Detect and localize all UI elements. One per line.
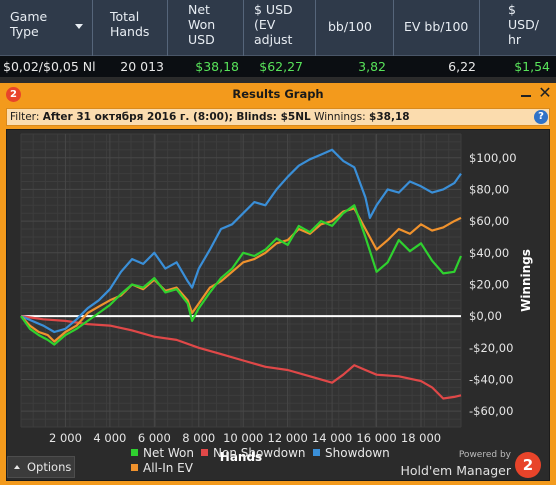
column-header-usd-ev-adjusted[interactable]: $ USD (EV adjust [243,0,315,56]
legend-item-showdown[interactable]: Showdown [313,446,390,460]
filter-winnings-label: Winnings: [314,111,370,123]
legend-swatch-net-won [131,449,138,456]
branding: Powered by Hold'em Manager 2 [400,450,551,482]
filter-label: Filter: [10,111,43,123]
column-header-usd-ev-line3: adjust [254,32,293,47]
cell-game-type: $0,02/$0,05 Nl [3,59,96,74]
filter-date: After 31 октября 2016 г. (8:00); [42,111,233,123]
column-header-game-type[interactable]: Game Type [0,0,92,56]
results-graph-window: 2 Results Graph ✕ Filter: After 31 октяб… [0,83,556,485]
column-header-ev-bb100[interactable]: EV bb/100 [393,0,479,56]
close-button[interactable]: ✕ [538,83,552,102]
y-tick-label: $20,00 [469,277,509,291]
column-header-total-hands[interactable]: Total Hands [92,0,167,56]
chevron-up-icon [14,465,20,469]
y-tick-label: -$40,00 [469,372,513,386]
y-axis-title: Winnings [519,249,533,312]
cell-total-hands: 20 013 [120,59,164,74]
column-header-game-type-line2: Type [10,24,39,39]
column-header-usd-ev-line2: (EV [254,17,276,32]
column-header-total-hands-line2: Hands [110,24,150,39]
powered-by-text: Powered by [458,450,511,460]
cell-net-won: $38,18 [195,59,239,74]
minimize-button[interactable] [519,86,533,100]
filter-bar[interactable]: Filter: After 31 октября 2016 г. (8:00);… [6,108,550,126]
cell-bb100: 3,82 [358,59,386,74]
window-titlebar[interactable]: 2 Results Graph ✕ [0,83,556,105]
column-header-net-won-line1: Net [188,2,210,17]
hm2-logo-icon: 2 [6,87,21,102]
graph-panel: 2 000 4 000 6 000 8 000 10 000 12 000 14 000 16… [6,129,550,481]
legend-item-non-showdown[interactable]: Non Showdown [201,446,306,460]
column-header-net-won[interactable]: Net Won USD [167,0,243,56]
options-button[interactable]: Options [7,456,75,478]
x-tick-label: 12 000 [268,431,308,445]
x-tick-label: 16 000 [356,431,396,445]
y-tick-label: $40,00 [469,246,509,260]
column-header-net-won-line3: USD [188,32,215,47]
legend-label-non-showdown: Non Showdown [213,446,306,460]
stats-table-header: Game Type Total Hands Net Won USD $ USD … [0,0,556,56]
legend-swatch-showdown [313,449,320,456]
legend-label-net-won: Net Won [143,446,194,460]
column-header-game-type-line1: Game [10,9,48,24]
column-header-usd-hr[interactable]: $ USD/ hr [479,0,556,56]
column-header-usd-hr-line2: USD/ [508,17,539,32]
legend-item-net-won[interactable]: Net Won [131,446,194,460]
column-header-bb100-label: bb/100 [328,19,372,34]
help-icon[interactable]: ? [534,110,548,124]
y-tick-label: $100,00 [469,151,517,165]
x-tick-label: 2 000 [49,431,82,445]
window-title: Results Graph [232,87,324,101]
options-label: Options [27,460,72,474]
series-line-non-showdown [20,315,462,400]
cell-ev-bb100: 6,22 [448,59,476,74]
cell-usd-hr: $1,54 [514,59,550,74]
y-tick-label: -$60,00 [469,404,513,418]
cell-usd-ev-adjusted: $62,27 [259,59,303,74]
column-header-total-hands-line1: Total [110,9,140,24]
brand-name: Hold'em Manager [400,463,511,478]
legend-swatch-all-in-ev [131,464,138,471]
results-chart: 2 000 4 000 6 000 8 000 10 000 12 000 14 000 16… [20,133,533,464]
y-tick-label: $60,00 [469,214,509,228]
x-tick-label: 8 000 [182,431,215,445]
x-axis-title: Hands [220,450,262,464]
column-header-ev-bb100-label: EV bb/100 [404,19,469,34]
column-header-usd-hr-line1: $ [508,2,516,17]
hm2-brand-logo-icon: 2 [515,452,541,478]
x-tick-label: 10 000 [223,431,263,445]
series-line-showdown [20,148,462,334]
x-tick-label: 6 000 [138,431,171,445]
filter-blinds: Blinds: $5NL [236,111,311,123]
y-tick-label: $0,00 [469,309,502,323]
x-tick-label: 4 000 [93,431,126,445]
x-tick-label: 18 000 [401,431,441,445]
chevron-down-icon[interactable] [75,24,83,29]
series-line-net-won [20,204,463,346]
legend-swatch-non-showdown [201,449,208,456]
filter-winnings-value: $38,18 [369,111,410,123]
column-header-usd-ev-line1: $ USD [254,2,293,17]
column-header-bb100[interactable]: bb/100 [315,0,393,56]
legend-label-all-in-ev: All-In EV [143,461,193,475]
y-tick-label: -$20,00 [469,341,513,355]
y-tick-label: $80,00 [469,182,509,196]
legend-label-showdown: Showdown [325,446,390,460]
series-line-all-in-ev [20,207,462,343]
x-tick-label: 14 000 [312,431,352,445]
stats-table-row[interactable]: $0,02/$0,05 Nl 20 013 $38,18 $62,27 3,82… [0,56,556,78]
legend-item-all-in-ev[interactable]: All-In EV [131,461,193,475]
column-header-net-won-line2: Won [188,17,216,32]
column-header-usd-hr-line3: hr [508,32,522,47]
